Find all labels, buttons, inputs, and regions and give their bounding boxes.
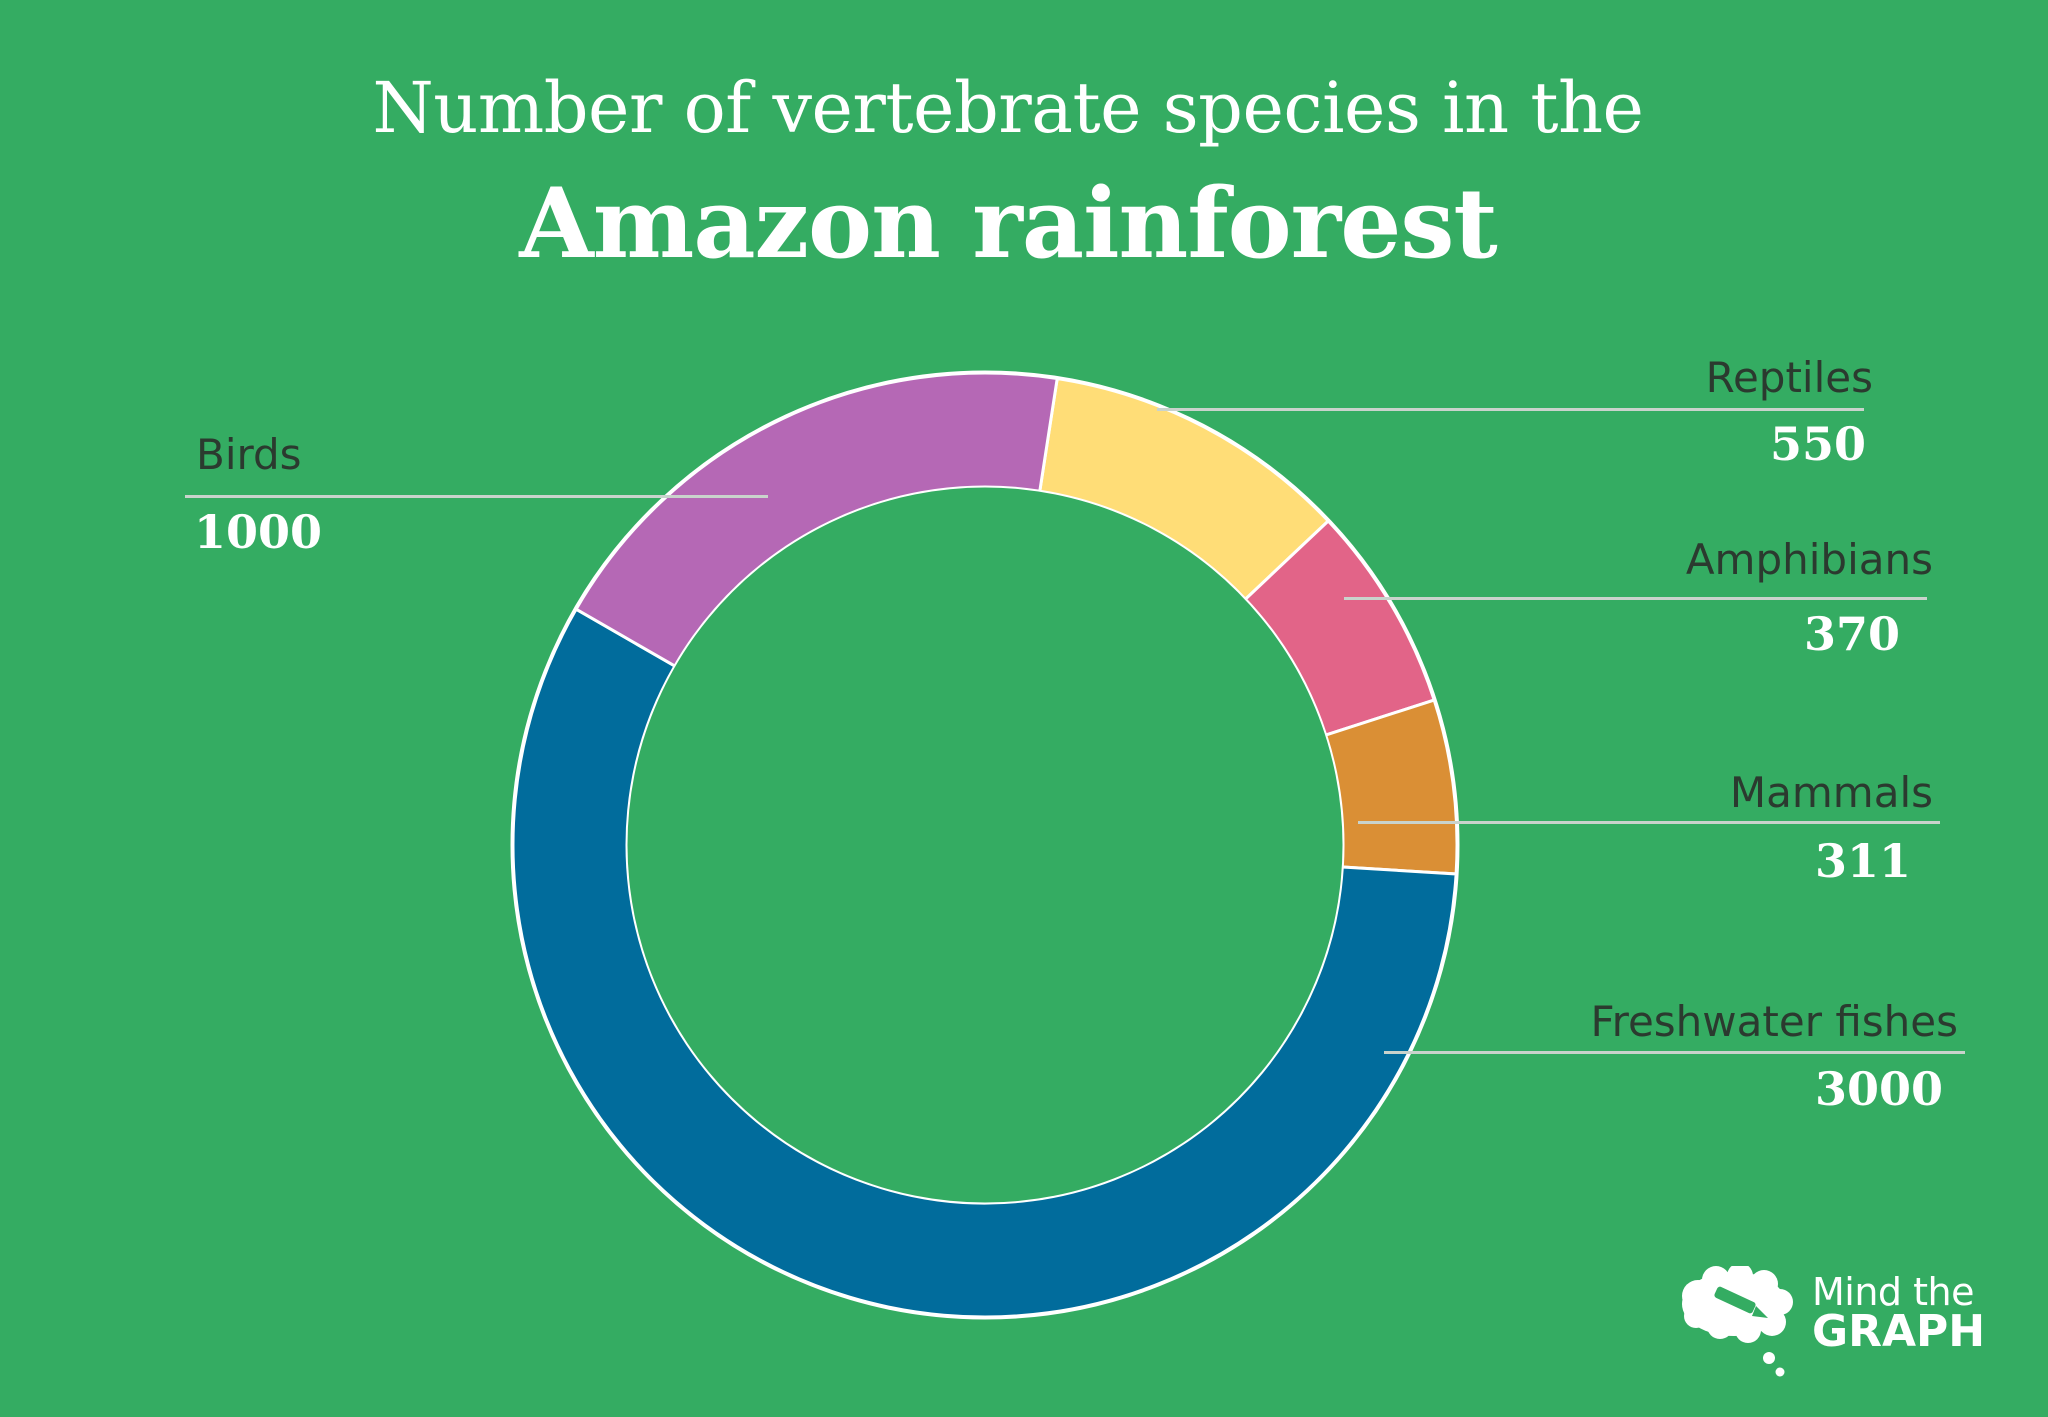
label-freshwater-fishes: Freshwater fishes xyxy=(1590,997,1958,1046)
leader-line-reptiles xyxy=(1157,408,1864,411)
donut-hole xyxy=(627,487,1343,1203)
leader-line-mammals xyxy=(1358,821,1940,824)
label-mammals: Mammals xyxy=(1729,768,1933,817)
value-amphibians: 370 xyxy=(1803,607,1900,661)
leader-line-amphibians xyxy=(1344,597,1927,600)
donut-outer-outline xyxy=(510,370,1460,1320)
logo-text-mind-the: Mind the xyxy=(1812,1270,1975,1314)
label-amphibians: Amphibians xyxy=(1685,535,1933,584)
donut-segments xyxy=(511,371,1459,1319)
label-reptiles: Reptiles xyxy=(1705,353,1873,402)
chart-title-line2: Amazon rainforest xyxy=(519,167,1497,280)
logo-text-graph: GRAPH xyxy=(1812,1306,1986,1357)
mind-the-graph-brain-icon xyxy=(1682,1266,1793,1377)
leader-line-birds xyxy=(185,495,768,498)
value-freshwater-fishes: 3000 xyxy=(1814,1062,1943,1116)
value-mammals: 311 xyxy=(1814,834,1911,888)
label-birds: Birds xyxy=(196,430,302,479)
chart-title-line1: Number of vertebrate species in the xyxy=(372,67,1644,149)
leader-line-freshwater-fishes xyxy=(1384,1051,1965,1054)
value-reptiles: 550 xyxy=(1769,417,1866,471)
value-birds: 1000 xyxy=(194,505,323,559)
